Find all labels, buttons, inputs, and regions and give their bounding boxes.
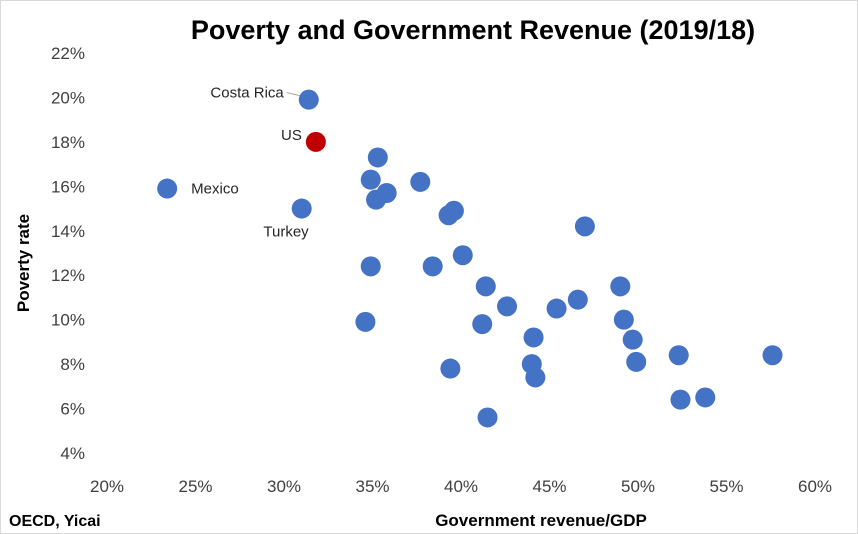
chart-title: Poverty and Government Revenue (2019/18) [191,15,755,45]
data-point [410,171,431,192]
y-axis-ticks: 4% 6% 8% 10% 12% 14% 16% 18% 20% 22% [51,44,85,463]
data-point [626,351,647,372]
x-tick-label: 55% [709,477,743,496]
y-tick-label: 14% [51,222,85,241]
data-point [366,189,387,210]
data-point [497,296,518,317]
point-annotation: Costa Rica [210,85,284,102]
x-tick-label: 35% [355,477,389,496]
y-tick-label: 4% [60,444,85,463]
x-axis-title: Government revenue/GDP [435,511,647,530]
data-point [475,276,496,297]
data-point [367,147,388,168]
data-point [762,345,783,366]
x-tick-label: 20% [90,477,124,496]
data-point [546,298,567,319]
point-annotation: US [281,127,302,144]
x-tick-label: 45% [532,477,566,496]
y-tick-label: 12% [51,266,85,285]
point-annotations: Costa Rica US Mexico Turkey [191,85,309,241]
y-tick-label: 8% [60,355,85,374]
point-annotation: Mexico [191,181,239,198]
data-points [157,89,783,428]
data-point [622,329,643,350]
data-point [291,198,312,219]
x-tick-label: 50% [621,477,655,496]
y-axis-title: Poverty rate [14,214,33,312]
x-axis-ticks: 20% 25% 30% 35% 40% 45% 50% 55% 60% [90,477,832,496]
data-point [157,178,178,199]
y-tick-label: 22% [51,44,85,63]
data-point [472,314,493,335]
data-point [610,276,631,297]
data-point [298,89,319,110]
annotation-leaders [286,92,300,97]
x-tick-label: 60% [798,477,832,496]
y-tick-label: 10% [51,311,85,330]
data-point-highlight [305,131,326,152]
y-tick-label: 16% [51,177,85,196]
data-point [567,289,588,310]
data-point [574,216,595,237]
data-point [355,311,376,332]
data-point [613,309,634,330]
data-point [695,387,716,408]
y-tick-label: 6% [60,400,85,419]
source-note: OECD, Yicai [9,513,101,530]
point-annotation: Turkey [263,224,309,241]
data-point [668,345,689,366]
data-point [525,367,546,388]
annotation-leader-line [286,92,300,97]
y-tick-label: 20% [51,88,85,107]
data-point [440,358,461,379]
data-point [477,407,498,428]
data-point [452,245,473,266]
y-tick-label: 18% [51,133,85,152]
data-point [438,205,459,226]
data-point [670,389,691,410]
x-tick-label: 25% [178,477,212,496]
data-point [360,169,381,190]
x-tick-label: 30% [267,477,301,496]
data-point [422,256,443,277]
data-point [523,327,544,348]
data-point [360,256,381,277]
x-tick-label: 40% [444,477,478,496]
